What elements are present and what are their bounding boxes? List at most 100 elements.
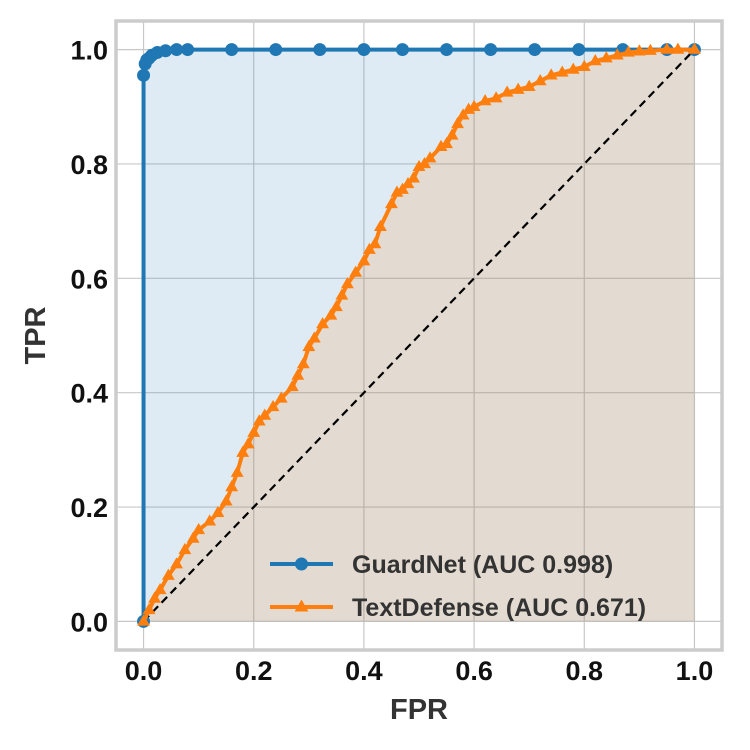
data-point [178,542,192,555]
x-tick-label: 0.8 [565,656,603,686]
y-tick-label: 0.6 [70,264,108,294]
data-point [181,43,195,57]
data-point [274,391,288,403]
diagonal-reference-line [142,48,696,623]
data-point [688,42,701,54]
data-point [258,408,272,420]
data-point [395,43,409,57]
data-point [373,219,387,232]
data-point [643,43,657,55]
data-point [533,74,547,86]
data-point [407,171,420,183]
data-point [153,582,167,595]
data-point [368,237,382,249]
data-point [566,62,580,74]
data-point [412,159,426,172]
data-point [285,379,299,392]
data-point [219,494,233,506]
plot-content [137,42,701,628]
x-tick-label: 0.4 [345,656,383,686]
data-point [555,65,569,77]
data-point [142,602,156,615]
data-point [161,568,175,580]
data-point [269,43,283,57]
data-point [544,68,558,80]
data-point [329,299,343,312]
y-tick-label: 0.8 [70,150,108,180]
data-point [484,43,498,57]
data-point [511,82,525,94]
legend-label-1: TextDefense (AUC 0.671) [352,594,646,622]
data-point [236,445,250,457]
data-point [440,136,453,149]
y-tick-label: 0.4 [70,379,108,409]
data-point [186,531,200,543]
x-axis-label: FPR [390,694,448,726]
data-point [418,156,431,169]
data-point [148,591,162,603]
y-tick-label: 0.2 [70,493,108,523]
data-point [528,43,542,57]
y-tick-label: 1.0 [70,36,108,66]
plot-frame [114,19,724,652]
data-point [252,414,266,426]
data-point [440,43,454,57]
markers-series-0 [137,43,701,628]
data-point [401,176,415,189]
data-point [362,242,376,254]
data-point [316,317,330,329]
data-point [307,331,321,343]
data-point [349,265,363,277]
y-tick-label: 0.0 [70,607,108,637]
x-tick-label: 1.0 [676,656,714,686]
data-point [572,43,586,57]
data-point [159,44,173,58]
data-point [340,277,354,289]
data-point [467,99,481,111]
data-point [660,42,674,54]
data-point [599,51,613,63]
x-tick-label: 0.6 [455,656,493,686]
data-point [451,116,465,129]
data-point [671,42,685,54]
data-point [385,196,398,209]
data-point [396,182,409,194]
data-point [266,399,280,412]
data-point [225,43,239,57]
data-point [203,514,217,526]
markers-series-1 [137,42,701,626]
data-point [610,48,624,60]
data-point [357,254,371,266]
data-point [335,288,349,300]
data-point [621,45,635,57]
data-point [302,339,316,352]
data-point [137,68,151,82]
data-point [170,43,184,57]
legend-label-0: GuardNet (AUC 0.998) [352,551,613,579]
data-point [478,94,492,106]
data-point [500,85,514,97]
data-point [324,308,338,320]
data-point [456,108,470,120]
data-point [434,139,448,151]
data-point [588,54,602,66]
data-point [462,102,476,114]
data-point [296,357,310,369]
data-point [522,79,536,91]
x-tick-label: 0.2 [235,656,273,686]
data-point [632,44,646,56]
data-point [489,91,503,103]
data-point [230,465,244,477]
data-point [445,128,459,140]
data-point [313,43,327,57]
y-axis-label: TPR [20,306,52,364]
data-point [241,437,255,449]
data-point [170,557,184,569]
data-point [390,185,404,197]
data-point [192,522,206,535]
data-point [211,505,225,517]
x-tick-label: 0.0 [125,656,163,686]
legend: GuardNet (AUC 0.998) TextDefense (AUC 0.6… [270,551,646,622]
data-point [357,43,371,57]
